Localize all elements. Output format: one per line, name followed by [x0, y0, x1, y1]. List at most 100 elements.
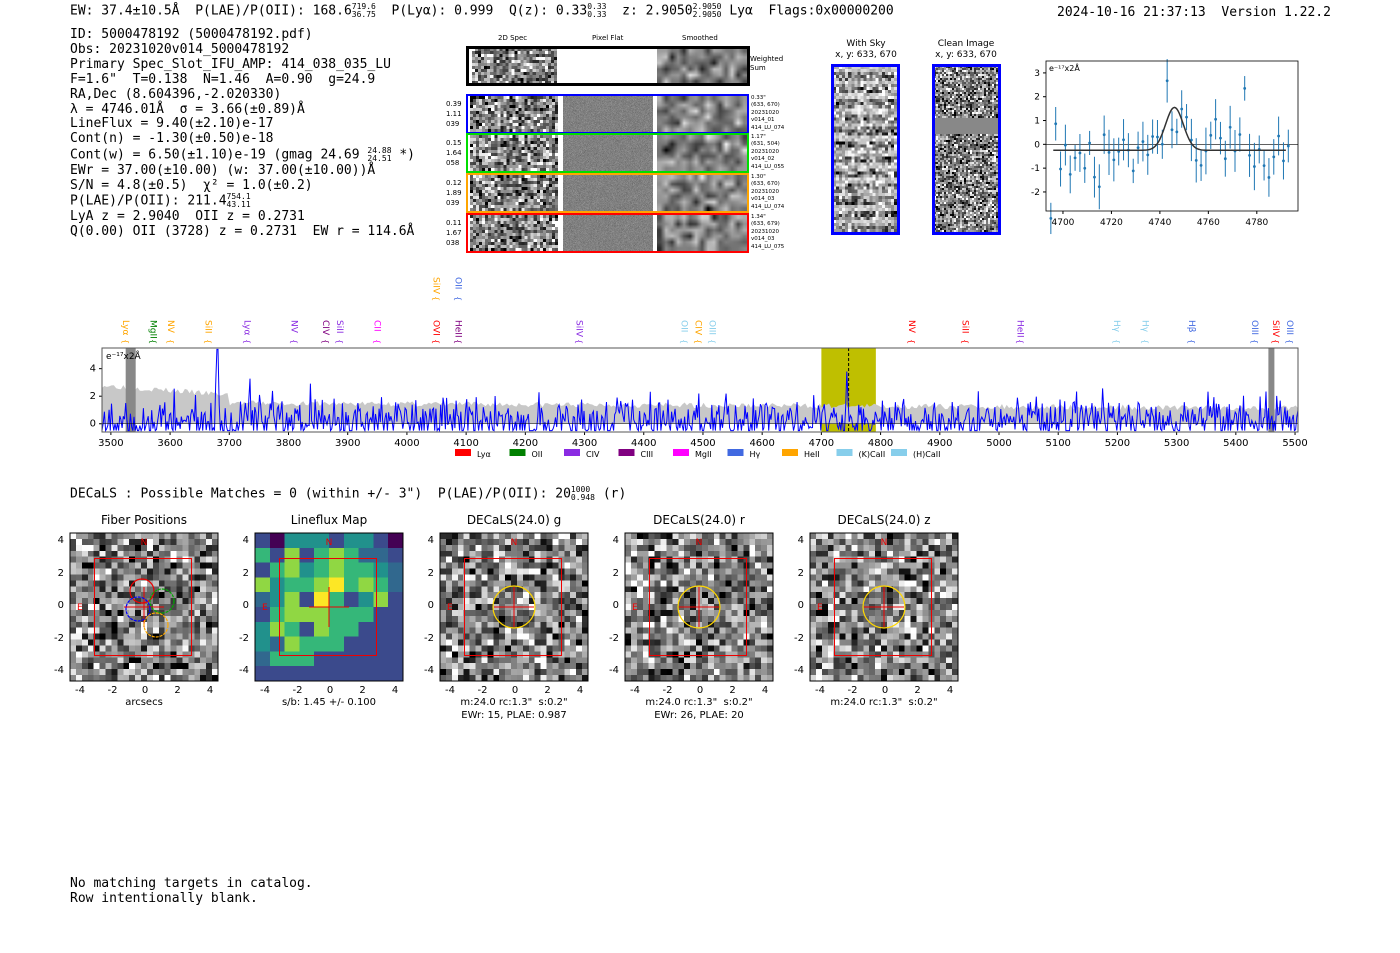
qz-hi: 0.33	[587, 2, 607, 11]
emission-line-bracket: {	[680, 339, 689, 344]
legend-label: CIII	[641, 450, 654, 459]
emission-line-label: Lyα	[120, 320, 130, 336]
data-point	[1189, 138, 1193, 142]
line-fit-plot: 4700 4720 4740 4760 4780 -2 -1 0 1 2 3 e⁻¹⁷x2Å	[1031, 59, 1299, 235]
contw-lo: 24.51	[367, 154, 392, 164]
info-block: ID: 5000478192 (5000478192.pdf) Obs: 2023…	[70, 27, 415, 240]
data-point	[1214, 117, 1218, 121]
x-tick-label: -4	[75, 685, 85, 696]
legend-label: CIV	[586, 450, 600, 459]
x-tick-label: 2	[729, 685, 736, 696]
info-plae-lo: 43.11	[226, 200, 251, 210]
data-point	[1277, 134, 1281, 138]
masked-region	[1268, 348, 1275, 432]
data-point	[1112, 158, 1116, 162]
east-label: E	[817, 603, 823, 613]
legend-swatch	[618, 449, 635, 456]
data-point	[1054, 122, 1058, 126]
data-point	[1185, 115, 1188, 119]
info-line: λ = 4746.01Å σ = 3.66(±0.89)Å	[70, 101, 305, 117]
emission-line-label: OII	[679, 320, 689, 332]
masked-region	[125, 348, 136, 432]
catalog-aperture	[492, 585, 536, 629]
x-tick-label: 3900	[335, 438, 360, 449]
east-label: E	[632, 603, 638, 613]
panel-caption-2: EWr: 15, PLAE: 0.987	[461, 710, 567, 721]
row-left-stats: 0.15 1.64 058	[446, 139, 462, 167]
east-label: E	[262, 603, 268, 613]
info-line: ID: 5000478192 (5000478192.pdf)	[70, 27, 313, 42]
row-2d-spec	[470, 215, 558, 251]
weighted-sum-frame	[466, 46, 750, 86]
x-tick-label: 0	[881, 685, 889, 696]
emission-line-label: SiIV	[1270, 320, 1280, 338]
y-tick-label: -2	[1031, 188, 1040, 198]
plot-frame	[101, 347, 1299, 433]
y-tick-label: -1	[1031, 164, 1040, 174]
row-smoothed	[657, 215, 747, 251]
row-smoothed	[657, 135, 747, 171]
x-tick-label: 4700	[809, 438, 834, 449]
info-plae: P(LAE)/P(OII): 211.4	[70, 193, 227, 209]
y-tick-label: -4	[794, 665, 804, 676]
x-tick-label: 0	[326, 685, 334, 696]
emission-line-bracket: {	[960, 339, 969, 344]
y-tick-label: -2	[794, 632, 804, 644]
x-tick-label: -4	[815, 685, 825, 696]
data-point	[1063, 143, 1067, 147]
panel-title: Lineflux Map	[290, 513, 368, 527]
y-tick-label: 2	[57, 567, 64, 579]
data-point	[1078, 151, 1082, 155]
emission-line-bracket: {	[1250, 339, 1259, 344]
data-point	[1180, 107, 1184, 111]
row-right-info: 1.30" (633, 670) 20231020 v014_03 414_LU…	[751, 174, 785, 210]
data-point	[1122, 138, 1125, 142]
y-tick-label: -2	[54, 632, 64, 644]
panel-frame	[254, 532, 404, 682]
data-point	[1088, 141, 1092, 145]
emission-line-label: HeII	[453, 320, 463, 338]
y-tick-label: 2	[242, 567, 249, 579]
datetime: 2024-10-16 21:37:13	[1057, 5, 1206, 20]
emission-line-bracket: {	[372, 339, 381, 344]
x-tick-label: 3700	[217, 438, 242, 449]
overlay: NE	[69, 532, 219, 682]
legend-swatch	[509, 449, 526, 456]
info-plae-hi: 754.1	[226, 192, 251, 202]
x-tick-label: 4400	[631, 438, 656, 449]
clean-image-title: Clean Image x, y: 633, 670	[935, 39, 997, 60]
x-tick-label: 5200	[1105, 438, 1130, 449]
data-point	[1286, 144, 1290, 148]
y-tick-label: 4	[57, 535, 64, 546]
data-point	[1151, 135, 1155, 138]
info-line: S/N = 4.8(±0.5) χ² = 1.0(±0.2)	[70, 177, 313, 193]
emission-line-label: NV	[165, 320, 175, 334]
emission-line-label: SiII	[203, 320, 213, 334]
row-left-stats: 0.12 1.89 039	[446, 179, 462, 207]
legend-label: OII	[532, 450, 543, 459]
x-tick-label: 0	[511, 685, 519, 696]
row-right-info: 1.17" (631, 504) 20231020 v014_02 414_LU…	[751, 134, 785, 170]
x-tick-label: 5400	[1223, 438, 1248, 449]
x-tick-label: 4300	[572, 438, 597, 449]
fiber-circle	[129, 578, 155, 604]
emission-line-label: Lyα	[242, 320, 252, 336]
panel-frame	[624, 532, 774, 682]
y-tick-label: -4	[54, 665, 64, 676]
emission-line-label: OIII	[1249, 320, 1259, 335]
x-tick-label: -2	[662, 685, 673, 696]
y-tick-label: 4	[90, 364, 96, 375]
flux-line	[101, 348, 1299, 433]
y-tick-label: -2	[609, 632, 619, 644]
data-point	[1097, 185, 1101, 189]
with-sky-image	[833, 66, 897, 232]
emission-line-label: CIV	[693, 320, 703, 336]
emission-line-bracket: {	[290, 339, 299, 344]
panel-frame	[439, 532, 589, 682]
y-tick-label: 2	[90, 391, 96, 402]
emission-line-bracket: {	[454, 339, 463, 344]
qz-value: Q(z): 0.33	[508, 3, 588, 19]
data-point	[1160, 142, 1164, 146]
data-point	[1262, 164, 1266, 168]
north-label: N	[696, 538, 703, 548]
